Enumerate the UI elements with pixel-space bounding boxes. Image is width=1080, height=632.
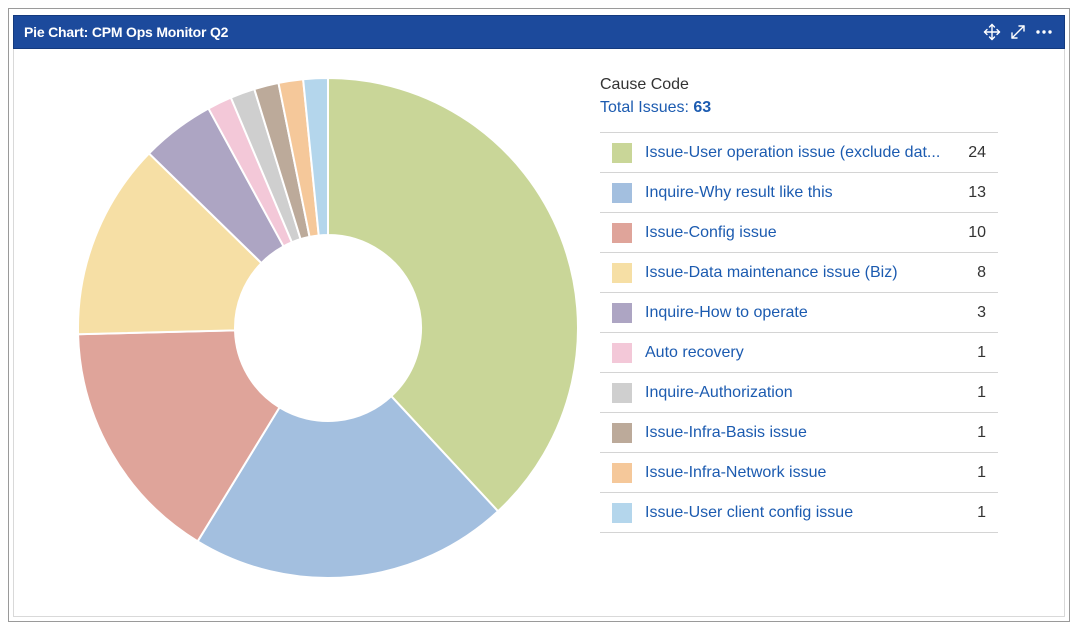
chart-legend: Cause Code Total Issues: 63 Issue-User o… <box>600 74 998 533</box>
legend-count: 24 <box>968 144 986 161</box>
legend-total: Total Issues: 63 <box>600 96 998 120</box>
legend-row[interactable]: Issue-User client config issue 1 <box>600 493 998 533</box>
legend-swatch <box>612 383 632 403</box>
legend-row[interactable]: Inquire-How to operate 3 <box>600 293 998 333</box>
legend-count: 1 <box>977 384 986 401</box>
legend-label[interactable]: Inquire-Authorization <box>645 384 793 401</box>
gadget-titlebar: Pie Chart: CPM Ops Monitor Q2 <box>13 15 1065 49</box>
legend-label[interactable]: Issue-Infra-Basis issue <box>645 424 807 441</box>
legend-count: 1 <box>977 344 986 361</box>
titlebar-actions <box>982 22 1054 42</box>
legend-label[interactable]: Inquire-Why result like this <box>645 184 833 201</box>
legend-title: Cause Code <box>600 76 689 93</box>
legend-swatch <box>612 463 632 483</box>
legend-swatch <box>612 503 632 523</box>
total-issues-label: Total Issues: <box>600 99 689 116</box>
legend-label[interactable]: Inquire-How to operate <box>645 304 808 321</box>
legend-swatch <box>612 263 632 283</box>
gadget-title: Pie Chart: CPM Ops Monitor Q2 <box>24 24 229 40</box>
pie-slice[interactable] <box>77 152 263 336</box>
legend-label[interactable]: Issue-Data maintenance issue (Biz) <box>645 264 898 281</box>
pie-slice[interactable] <box>302 76 329 237</box>
legend-count: 13 <box>968 184 986 201</box>
expand-icon[interactable] <box>1008 22 1028 42</box>
legend-label[interactable]: Issue-Config issue <box>645 224 777 241</box>
legend-count: 10 <box>968 224 986 241</box>
move-icon[interactable] <box>982 22 1002 42</box>
legend-count: 1 <box>977 464 986 481</box>
legend-count: 3 <box>977 304 986 321</box>
legend-swatch <box>612 303 632 323</box>
legend-row[interactable]: Issue-Infra-Basis issue 1 <box>600 413 998 453</box>
total-issues-value: 63 <box>693 99 712 116</box>
legend-row[interactable]: Issue-Data maintenance issue (Biz) 8 <box>600 253 998 293</box>
legend-swatch <box>612 223 632 243</box>
legend-count: 8 <box>977 264 986 281</box>
legend-row[interactable]: Issue-Config issue 10 <box>600 213 998 253</box>
legend-swatch <box>612 183 632 203</box>
legend-swatch <box>612 423 632 443</box>
legend-row[interactable]: Issue-User operation issue (exclude dat.… <box>600 133 998 173</box>
legend-swatch <box>612 143 632 163</box>
legend-row[interactable]: Issue-Infra-Network issue 1 <box>600 453 998 493</box>
legend-label[interactable]: Auto recovery <box>645 344 744 361</box>
legend-label[interactable]: Issue-Infra-Network issue <box>645 464 827 481</box>
pie-slice[interactable] <box>196 394 500 579</box>
legend-row[interactable]: Inquire-Why result like this 13 <box>600 173 998 213</box>
legend-count: 1 <box>977 424 986 441</box>
more-options-icon[interactable] <box>1034 22 1054 42</box>
legend-label[interactable]: Issue-User operation issue (exclude dat.… <box>645 144 941 161</box>
legend-swatch <box>612 343 632 363</box>
pie-slice[interactable] <box>77 329 281 543</box>
legend-row[interactable]: Auto recovery 1 <box>600 333 998 373</box>
legend-table: Issue-User operation issue (exclude dat.… <box>600 132 998 533</box>
legend-label[interactable]: Issue-User client config issue <box>645 504 854 521</box>
gadget-body <box>13 49 1065 617</box>
legend-count: 1 <box>977 504 986 521</box>
legend-row[interactable]: Inquire-Authorization 1 <box>600 373 998 413</box>
pie-slice[interactable] <box>327 76 579 513</box>
